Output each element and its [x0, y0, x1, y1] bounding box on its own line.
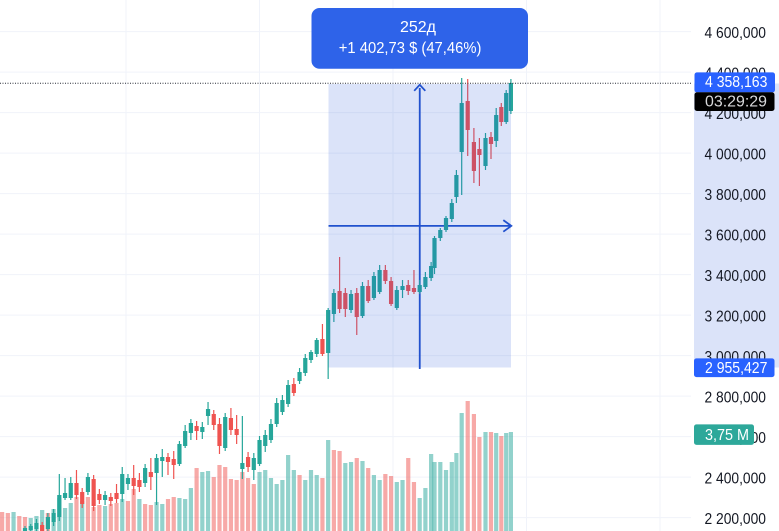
- svg-text:3 200,000: 3 200,000: [705, 309, 767, 326]
- svg-text:03:29:29: 03:29:29: [705, 94, 767, 111]
- svg-text:3 800,000: 3 800,000: [705, 187, 767, 204]
- svg-text:252д: 252д: [400, 19, 437, 36]
- svg-text:+1 402,73 $ (47,46%): +1 402,73 $ (47,46%): [339, 40, 482, 57]
- svg-text:2 800,000: 2 800,000: [705, 390, 767, 407]
- svg-text:3 400,000: 3 400,000: [705, 268, 767, 285]
- svg-text:2 955,427: 2 955,427: [705, 360, 767, 377]
- svg-text:3 600,000: 3 600,000: [705, 228, 767, 245]
- svg-text:2 200,000: 2 200,000: [705, 511, 767, 528]
- svg-text:4 358,163: 4 358,163: [705, 74, 767, 91]
- svg-text:3,75 M: 3,75 M: [705, 427, 749, 444]
- svg-text:2 400,000: 2 400,000: [705, 471, 767, 488]
- svg-text:4 600,000: 4 600,000: [705, 25, 767, 42]
- svg-text:4 000,000: 4 000,000: [705, 147, 767, 164]
